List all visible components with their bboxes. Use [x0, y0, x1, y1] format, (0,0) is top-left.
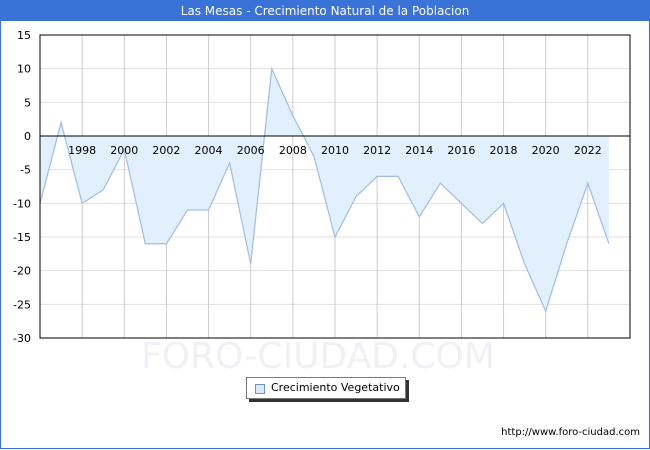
- watermark: FORO-CIUDAD.COM: [141, 336, 495, 377]
- x-tick-label: 2022: [574, 144, 602, 157]
- y-tick-label: -10: [13, 197, 31, 210]
- x-tick-label: 2002: [152, 144, 180, 157]
- x-tick-label: 2008: [279, 144, 307, 157]
- series-line: [39, 66, 610, 313]
- plot-border: [39, 34, 631, 339]
- y-tick-label: 0: [24, 130, 31, 143]
- x-tick-label: 2014: [405, 144, 433, 157]
- x-tick-label: 2016: [447, 144, 475, 157]
- chart-title: Las Mesas - Crecimiento Natural de la Po…: [0, 0, 650, 21]
- area-fill: [40, 68, 609, 312]
- x-tick-label: 2020: [532, 144, 560, 157]
- x-tick-label: 2000: [110, 144, 138, 157]
- y-tick-label: -15: [13, 231, 31, 244]
- chart-legend: Crecimiento Vegetativo: [246, 377, 406, 399]
- y-tick-label: 15: [17, 29, 31, 42]
- y-tick-label: -25: [13, 298, 31, 311]
- x-tick-label: 2004: [195, 144, 223, 157]
- x-tick-label: 2012: [363, 144, 391, 157]
- y-tick-label: -30: [13, 332, 31, 345]
- y-tick-label: -5: [20, 164, 31, 177]
- y-tick-label: 5: [24, 96, 31, 109]
- y-tick-label: -20: [13, 265, 31, 278]
- source-url: http://www.foro-ciudad.com: [501, 427, 640, 438]
- x-tick-label: 2010: [321, 144, 349, 157]
- x-tick-label: 2006: [237, 144, 265, 157]
- legend-swatch-icon: [255, 384, 265, 394]
- y-tick-label: 10: [17, 63, 31, 76]
- x-tick-label: 2018: [490, 144, 518, 157]
- x-tick-label: 1998: [68, 144, 96, 157]
- legend-label: Crecimiento Vegetativo: [271, 381, 400, 394]
